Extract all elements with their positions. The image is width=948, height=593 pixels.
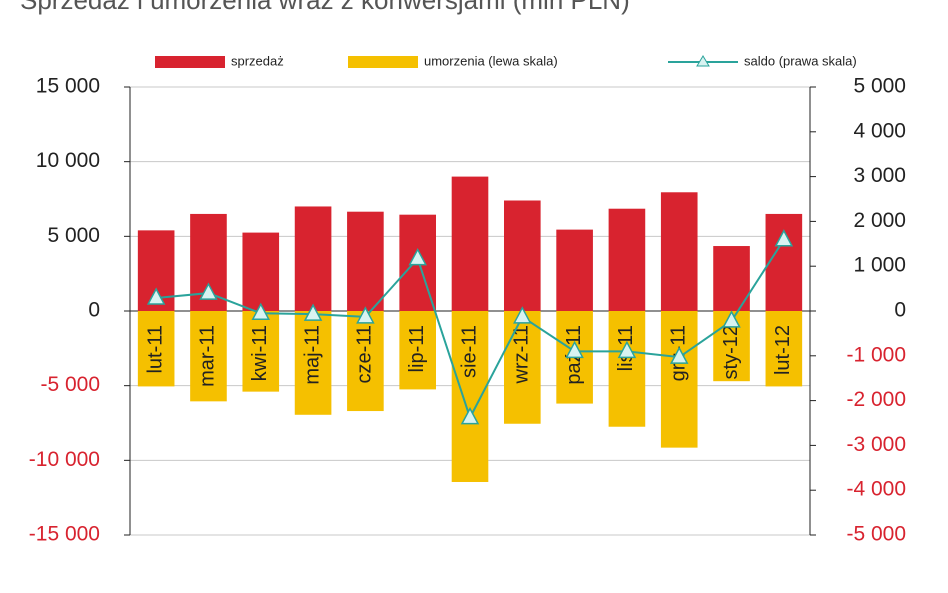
y-tick-label: -5 000 <box>40 373 100 396</box>
x-tick-label: mar-11 <box>197 325 219 387</box>
marker <box>356 306 375 324</box>
y-tick-label: 5 000 <box>47 224 100 247</box>
bar <box>294 311 332 415</box>
bar <box>451 176 489 311</box>
chart-title: Sprzedaż i umorzenia wraz z konwersjami … <box>20 0 630 15</box>
bar <box>765 213 803 311</box>
marker <box>513 306 532 324</box>
y2-tick-label: 1 000 <box>853 254 906 277</box>
bar <box>660 192 698 311</box>
y-tick-label: -10 000 <box>29 448 100 471</box>
bar <box>556 229 593 311</box>
marker <box>251 302 271 320</box>
bar <box>504 311 541 424</box>
bar <box>608 311 646 427</box>
bar <box>608 208 646 311</box>
bar <box>294 206 332 311</box>
marker <box>774 229 794 247</box>
x-tick-label: lut-11 <box>144 325 166 374</box>
legend-label: sprzedaż <box>231 53 284 68</box>
y2-tick-label: 3 000 <box>853 164 906 187</box>
bar <box>190 311 227 402</box>
bar <box>242 311 280 392</box>
y2-tick-label: 5 000 <box>853 75 906 98</box>
marker <box>669 346 689 364</box>
y-tick-label: 15 000 <box>36 75 100 98</box>
bar <box>660 311 698 448</box>
x-tick-label: sty-12 <box>720 325 742 379</box>
y-tick-label: 10 000 <box>36 149 100 172</box>
marker <box>303 303 323 321</box>
legend-marker <box>696 55 710 67</box>
y2-tick-label: 0 <box>894 299 906 322</box>
x-tick-label: lut-12 <box>772 325 794 375</box>
marker <box>199 282 218 300</box>
y2-tick-label: -1 000 <box>846 343 906 366</box>
y2-tick-label: 2 000 <box>853 209 906 232</box>
bar <box>504 200 541 311</box>
x-tick-label: sie-11 <box>458 325 480 378</box>
y2-tick-label: -3 000 <box>846 433 906 456</box>
bar <box>137 311 175 387</box>
y-tick-label: 0 <box>88 299 100 322</box>
bar <box>347 211 384 311</box>
bar <box>242 232 280 311</box>
marker <box>408 247 427 266</box>
marker <box>565 340 584 359</box>
legend-label: saldo (prawa skala) <box>744 53 857 68</box>
y2-tick-label: -2 000 <box>846 388 906 411</box>
bar <box>451 311 489 482</box>
legend-swatch <box>155 56 225 68</box>
x-tick-label: cze-11 <box>354 325 376 384</box>
legend-swatch <box>348 56 418 68</box>
bar <box>347 311 384 412</box>
bar <box>765 311 803 387</box>
marker <box>617 340 637 359</box>
bar <box>399 311 436 390</box>
y2-tick-label: -4 000 <box>846 478 906 501</box>
marker <box>722 310 741 328</box>
y2-tick-label: 4 000 <box>853 119 906 142</box>
y-tick-label: -15 000 <box>29 523 100 546</box>
marker <box>146 287 166 305</box>
marker <box>460 407 480 425</box>
y2-tick-label: -5 000 <box>846 523 906 546</box>
x-tick-label: lip-11 <box>406 325 428 372</box>
x-tick-label: wrz-11 <box>511 325 533 385</box>
x-tick-label: maj-11 <box>301 325 323 385</box>
legend-label: umorzenia (lewa skala) <box>424 53 558 68</box>
x-tick-label: kwi-11 <box>249 325 271 381</box>
